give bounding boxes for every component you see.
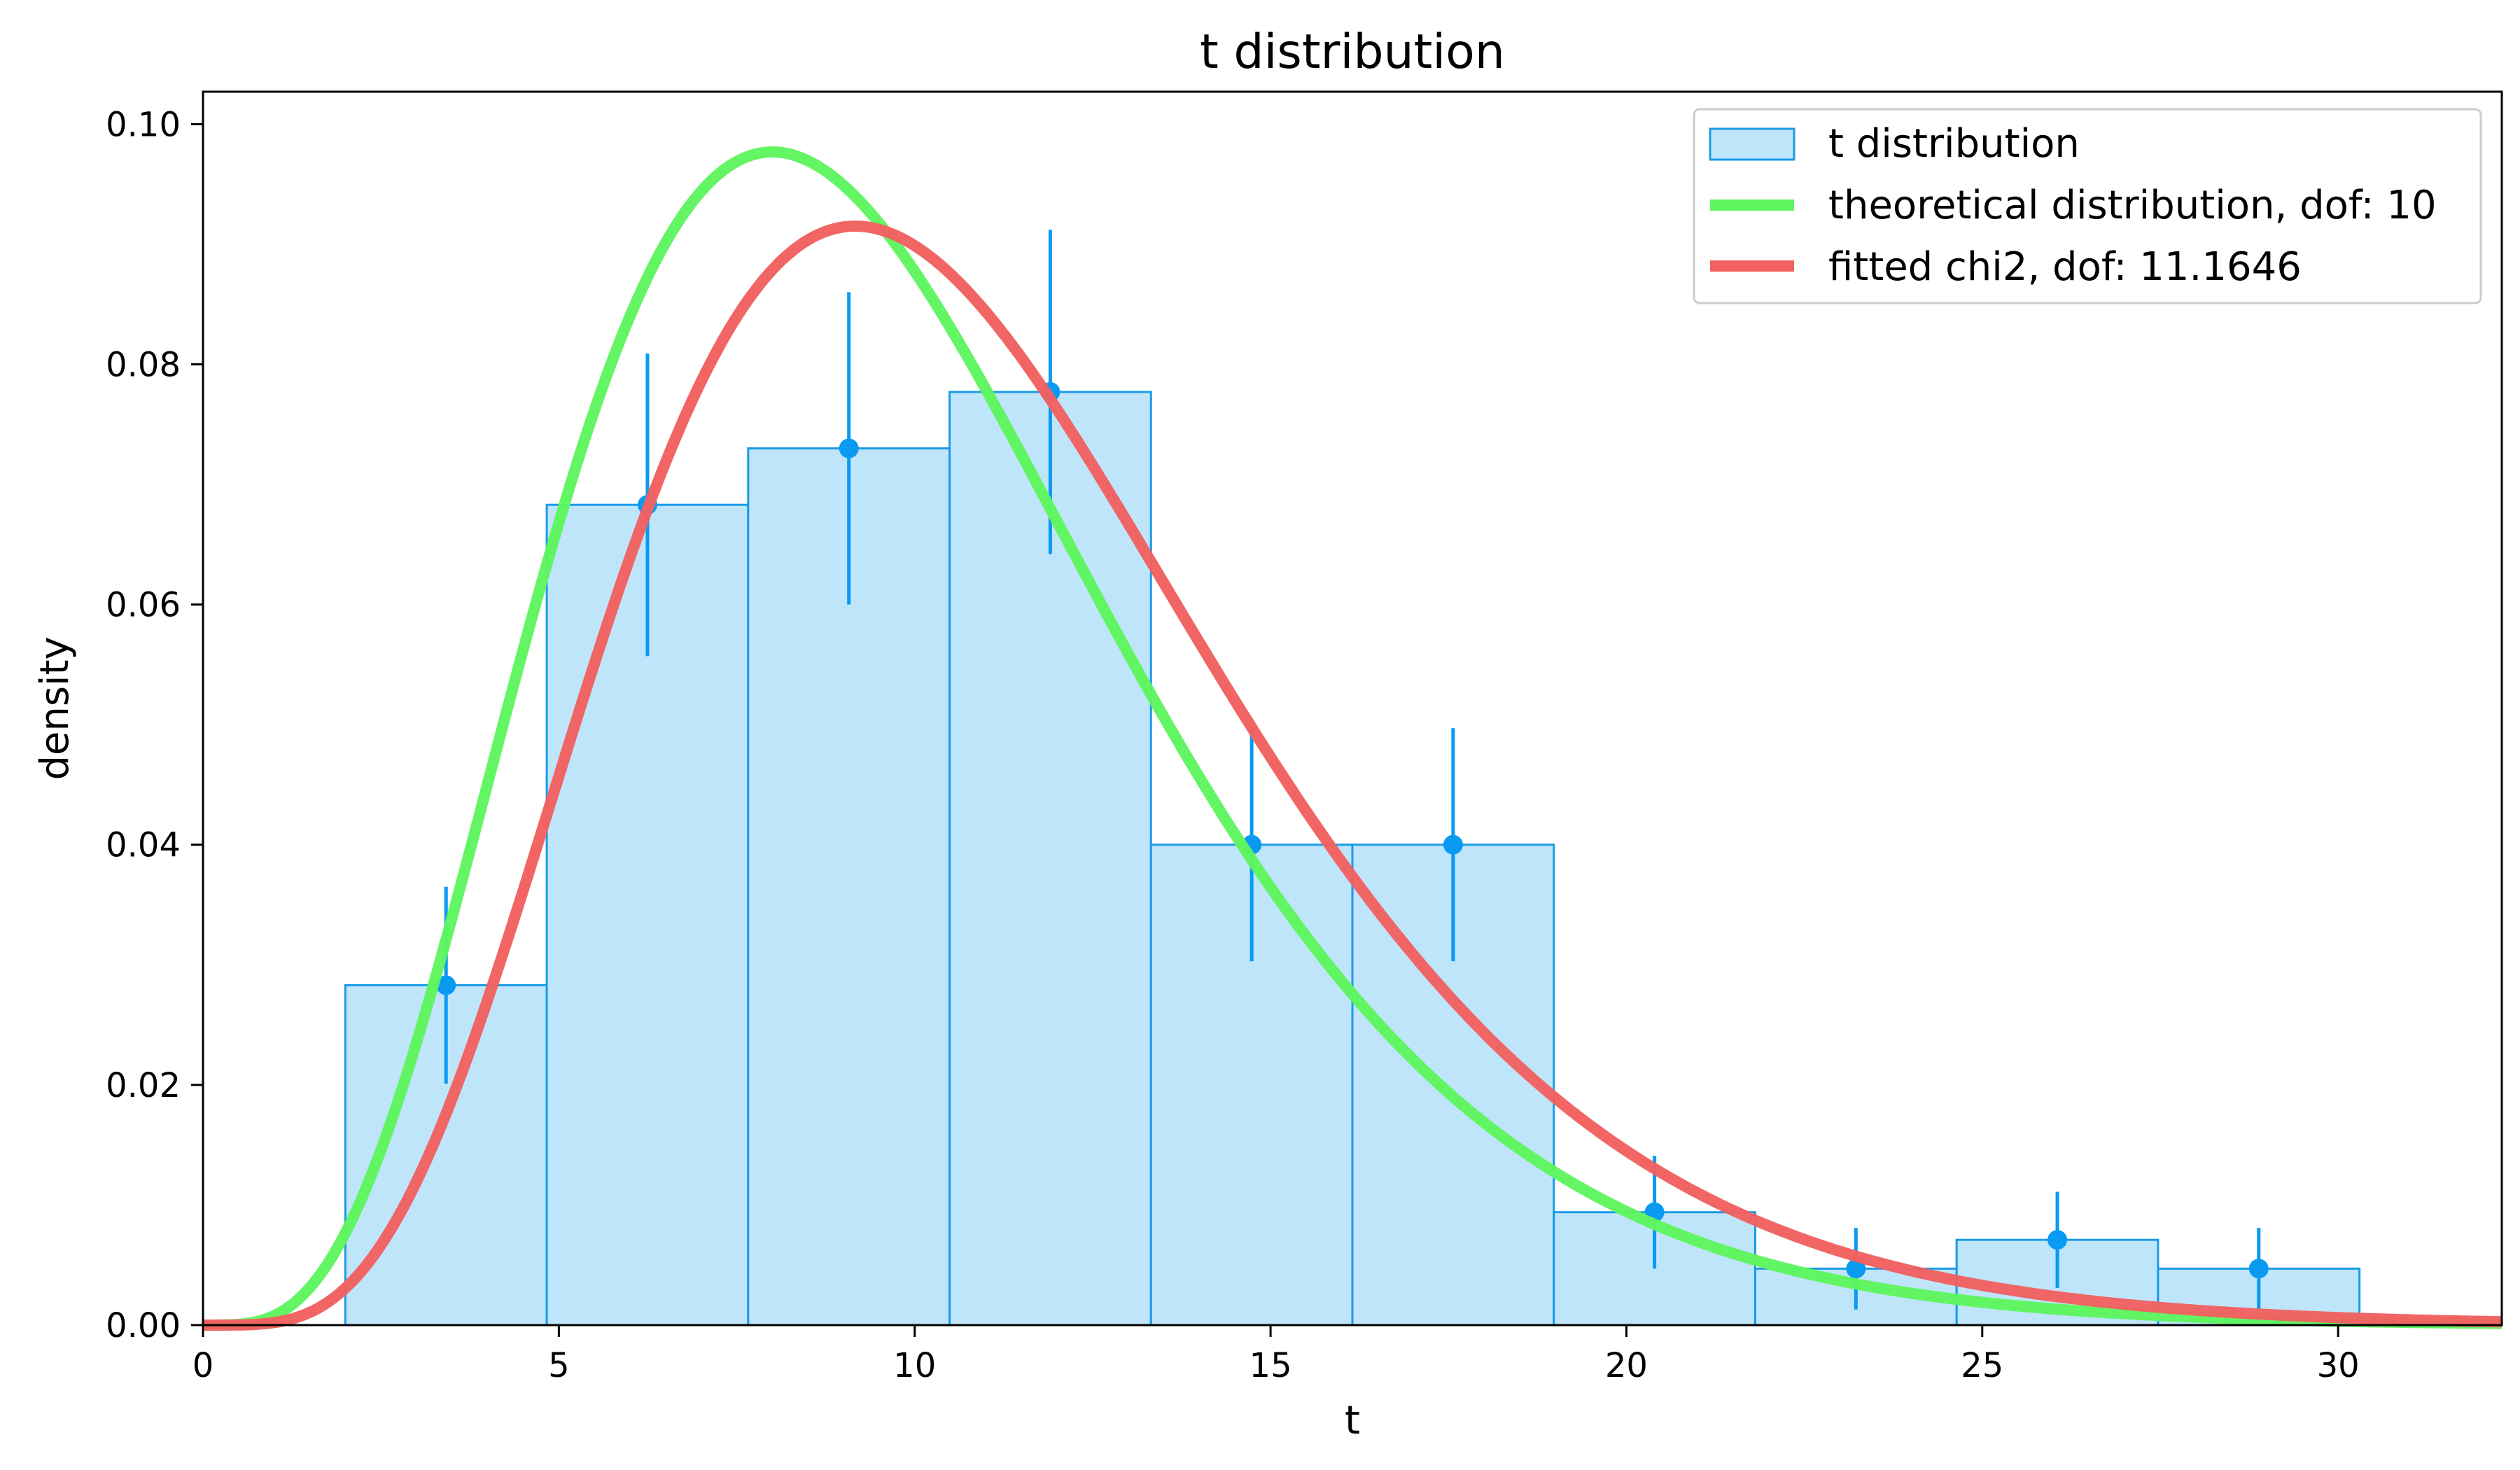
data-point xyxy=(839,438,859,458)
x-axis-label: t xyxy=(1345,1398,1360,1443)
y-tick-label: 0.00 xyxy=(106,1306,181,1345)
y-tick-label: 0.02 xyxy=(106,1066,181,1105)
legend-frame xyxy=(1693,108,2482,304)
x-tick-label: 0 xyxy=(192,1346,214,1385)
legend-label-fitted: fitted chi2, dof: 11.1646 xyxy=(1828,244,2302,290)
legend: t distribution theoretical distribution,… xyxy=(1693,108,2482,304)
theoretical-curve xyxy=(200,146,2505,1331)
y-tick-label: 0.10 xyxy=(106,105,181,144)
x-tick-label: 30 xyxy=(2317,1346,2360,1385)
legend-label-histogram: t distribution xyxy=(1828,121,2080,167)
data-point xyxy=(1443,834,1463,855)
data-point xyxy=(436,975,456,995)
curves xyxy=(200,146,2505,1331)
plot-frame xyxy=(202,90,2503,1326)
data-point xyxy=(2047,1230,2068,1250)
fitted-curve xyxy=(200,220,2505,1331)
histogram-bars xyxy=(344,391,2361,1326)
legend-label-theoretical: theoretical distribution, dof: 10 xyxy=(1828,183,2437,228)
y-axis-ticks: 0.00 0.02 0.04 0.06 0.08 0.10 xyxy=(106,105,203,1345)
x-tick-label: 20 xyxy=(1605,1346,1648,1385)
x-tick-label: 25 xyxy=(1961,1346,2003,1385)
y-tick-label: 0.04 xyxy=(106,826,181,865)
data-point xyxy=(1846,1259,1866,1279)
y-axis-label: density xyxy=(32,636,78,780)
x-tick-label: 15 xyxy=(1250,1346,1292,1385)
legend-swatch-histogram xyxy=(1709,127,1795,161)
y-tick-label: 0.08 xyxy=(106,345,181,384)
chart-title: t distribution xyxy=(1200,24,1505,80)
x-tick-label: 10 xyxy=(893,1346,936,1385)
x-axis-ticks: 0 5 10 15 20 25 30 xyxy=(192,1325,2360,1385)
data-point xyxy=(2248,1259,2269,1279)
y-tick-label: 0.06 xyxy=(106,586,181,625)
x-tick-label: 5 xyxy=(548,1346,570,1385)
